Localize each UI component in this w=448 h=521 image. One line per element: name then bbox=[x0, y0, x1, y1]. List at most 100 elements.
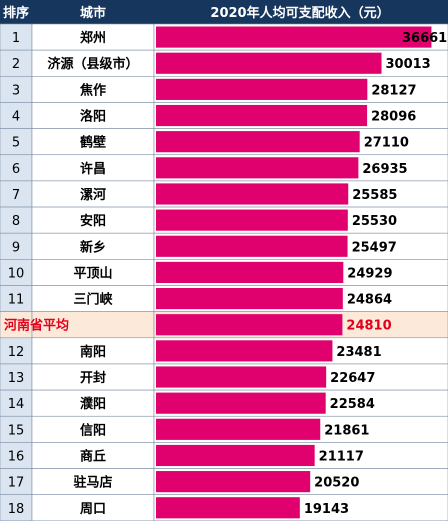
city-cell bbox=[31, 232, 155, 260]
rank-label: 18 bbox=[8, 502, 25, 517]
bar bbox=[156, 314, 343, 336]
value-label: 36661 bbox=[402, 31, 447, 46]
rank-cell bbox=[0, 259, 33, 286]
rank-cell bbox=[0, 206, 33, 234]
city-label: 三门峡 bbox=[73, 292, 113, 308]
rank-cell bbox=[0, 337, 33, 365]
rank-label: 10 bbox=[8, 266, 25, 281]
bar bbox=[156, 418, 321, 440]
rank-label: 7 bbox=[12, 188, 20, 203]
rank-label: 4 bbox=[12, 110, 20, 125]
value-label: 26935 bbox=[362, 162, 407, 177]
rank-cell bbox=[0, 389, 33, 417]
value-label: 20520 bbox=[314, 476, 359, 491]
value-label: 27110 bbox=[364, 136, 409, 151]
rank-cell bbox=[0, 363, 33, 391]
bar bbox=[156, 131, 360, 153]
value-label: 30013 bbox=[386, 57, 431, 72]
value-label: 22584 bbox=[330, 397, 375, 412]
city-label: 许昌 bbox=[80, 161, 106, 177]
value-label: 19143 bbox=[304, 502, 349, 517]
bar bbox=[156, 471, 311, 493]
bar bbox=[156, 288, 343, 310]
city-label: 商丘 bbox=[80, 448, 106, 464]
rank-cell bbox=[0, 76, 33, 103]
value-label: 24929 bbox=[347, 266, 392, 281]
city-cell bbox=[31, 442, 155, 469]
rank-cell bbox=[0, 154, 33, 182]
rank-label: 12 bbox=[8, 345, 25, 360]
bar bbox=[156, 444, 315, 467]
city-label: 南阳 bbox=[80, 344, 106, 360]
rank-label: 16 bbox=[8, 449, 25, 464]
city-label: 信阳 bbox=[80, 422, 106, 438]
rank-cell bbox=[0, 415, 33, 443]
bar bbox=[156, 78, 368, 100]
city-cell bbox=[31, 206, 155, 234]
rank-label: 3 bbox=[12, 83, 20, 98]
bar bbox=[156, 157, 359, 179]
value-label: 28096 bbox=[371, 110, 416, 125]
city-label: 鹤壁 bbox=[80, 135, 106, 151]
rank-label: 14 bbox=[8, 397, 25, 412]
city-label: 河南省平均 bbox=[4, 318, 69, 334]
city-label: 郑州 bbox=[80, 30, 106, 46]
rank-cell bbox=[0, 494, 33, 521]
bar bbox=[156, 104, 368, 127]
city-cell bbox=[31, 468, 155, 495]
rank-cell bbox=[0, 232, 33, 260]
rank-label: 13 bbox=[8, 371, 25, 386]
value-label: 24864 bbox=[347, 293, 392, 308]
value-label: 21861 bbox=[324, 423, 369, 438]
city-label: 濮阳 bbox=[80, 396, 106, 412]
bar bbox=[156, 340, 333, 362]
city-cell bbox=[31, 415, 155, 443]
value-label: 22647 bbox=[330, 371, 375, 386]
rank-label: 8 bbox=[12, 214, 20, 229]
value-label: 28127 bbox=[371, 83, 416, 98]
header-income: 2020年人均可支配收入（元） bbox=[210, 5, 389, 21]
value-label: 25497 bbox=[352, 240, 397, 255]
rank-label: 11 bbox=[8, 293, 25, 308]
bar bbox=[156, 366, 327, 388]
rank-label: 5 bbox=[12, 136, 20, 151]
bar bbox=[156, 26, 432, 48]
city-cell bbox=[31, 154, 155, 182]
city-cell bbox=[31, 180, 155, 208]
rank-cell bbox=[0, 23, 33, 51]
rank-cell bbox=[0, 468, 33, 495]
city-label: 焦作 bbox=[79, 82, 106, 98]
city-label: 新乡 bbox=[80, 239, 106, 255]
bar bbox=[156, 261, 344, 283]
value-label: 21117 bbox=[319, 449, 364, 464]
bar bbox=[156, 52, 382, 74]
city-label: 洛阳 bbox=[80, 109, 106, 125]
header-rank: 排序 bbox=[3, 5, 29, 21]
header-row bbox=[0, 0, 448, 24]
value-label: 25585 bbox=[352, 188, 397, 203]
bar bbox=[156, 183, 349, 205]
city-label: 平顶山 bbox=[73, 265, 112, 281]
rank-cell bbox=[0, 102, 33, 129]
city-cell bbox=[31, 76, 155, 103]
bar bbox=[156, 497, 300, 519]
bar bbox=[156, 209, 348, 231]
city-label: 驻马店 bbox=[73, 475, 112, 491]
rank-cell bbox=[0, 49, 33, 77]
value-label: 23481 bbox=[336, 345, 381, 360]
rank-cell bbox=[0, 180, 33, 208]
city-label: 周口 bbox=[80, 502, 106, 517]
city-label: 漯河 bbox=[80, 187, 106, 203]
bar bbox=[156, 392, 326, 414]
rank-label: 6 bbox=[12, 162, 20, 177]
city-label: 开封 bbox=[80, 370, 106, 386]
city-label: 安阳 bbox=[80, 213, 106, 229]
city-cell bbox=[31, 128, 155, 156]
city-cell bbox=[31, 389, 155, 417]
value-label: 24810 bbox=[346, 319, 391, 334]
rank-label: 17 bbox=[8, 476, 25, 491]
value-label: 25530 bbox=[352, 214, 397, 229]
city-label: 济源（县级市） bbox=[47, 56, 138, 72]
rank-label: 1 bbox=[12, 31, 20, 46]
